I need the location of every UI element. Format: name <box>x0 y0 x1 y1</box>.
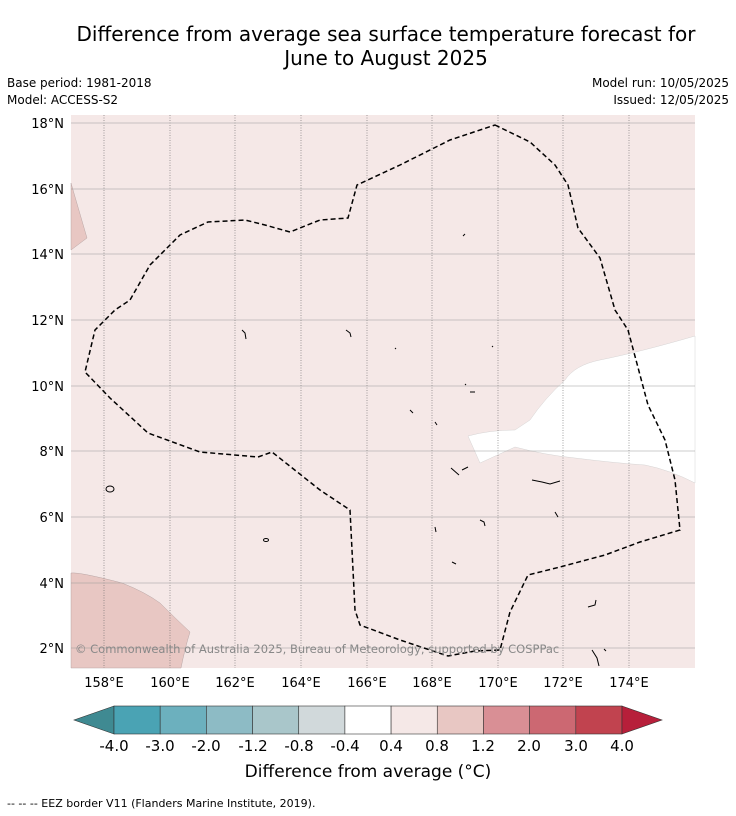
lon-label-158e: 158°E <box>84 676 124 691</box>
cbar-tick-2: -3.0 <box>145 737 174 755</box>
lon-label-160e: 160°E <box>150 676 190 691</box>
colorbar-segment <box>436 705 484 735</box>
lat-label-14n: 14°N <box>31 248 64 263</box>
colorbar-over-arrow <box>621 705 663 735</box>
cbar-tick-6: -0.4 <box>330 737 359 755</box>
lat-label-16n: 16°N <box>31 183 64 198</box>
model-run: Model run: 10/05/2025 <box>591 76 729 90</box>
colorbar-segment <box>390 705 438 735</box>
lon-label-164e: 164°E <box>281 676 321 691</box>
colorbar <box>73 705 663 735</box>
cbar-tick-11: 3.0 <box>564 737 588 755</box>
title-line-1: Difference from average sea surface temp… <box>76 22 696 46</box>
copyright-text: © Commonwealth of Australia 2025, Bureau… <box>75 642 559 656</box>
lat-label-2n: 2°N <box>40 642 65 657</box>
chart-title: Difference from average sea surface temp… <box>0 22 736 70</box>
colorbar-segment <box>529 705 577 735</box>
colorbar-under-arrow <box>73 705 115 735</box>
lat-label-10n: 10°N <box>31 380 64 395</box>
lon-label-174e: 174°E <box>609 676 649 691</box>
colorbar-segment <box>298 705 346 735</box>
neutral-patch <box>467 335 696 484</box>
cbar-tick-9: 1.2 <box>471 737 495 755</box>
colorbar-segment <box>113 705 161 735</box>
cbar-tick-10: 2.0 <box>517 737 541 755</box>
cbar-tick-4: -1.2 <box>238 737 267 755</box>
lon-label-162e: 162°E <box>215 676 255 691</box>
meta-left: Base period: 1981-2018 Model: ACCESS-S2 <box>7 75 152 109</box>
colorbar-segment <box>575 705 623 735</box>
lat-label-8n: 8°N <box>40 445 65 460</box>
lat-labels: 18°N 16°N 14°N 12°N 10°N 8°N 6°N 4°N 2°N <box>31 117 64 657</box>
lon-label-172e: 172°E <box>543 676 583 691</box>
cbar-tick-7: 0.4 <box>379 737 403 755</box>
issued-date: Issued: 12/05/2025 <box>613 93 729 107</box>
lon-label-170e: 170°E <box>478 676 518 691</box>
colorbar-segment <box>159 705 207 735</box>
footer-eez-note: -- -- -- EEZ border V11 (Flanders Marine… <box>7 797 316 810</box>
eez-border <box>84 124 681 657</box>
colorbar-segment <box>344 705 392 735</box>
cbar-tick-8: 0.8 <box>425 737 449 755</box>
base-period: Base period: 1981-2018 <box>7 76 152 90</box>
islands <box>105 233 607 667</box>
lat-label-6n: 6°N <box>40 511 65 526</box>
cbar-tick-5: -0.8 <box>284 737 313 755</box>
lat-label-18n: 18°N <box>31 117 64 132</box>
warm-patch-southwest <box>70 572 191 669</box>
lon-label-168e: 168°E <box>412 676 452 691</box>
meta-right: Model run: 10/05/2025 Issued: 12/05/2025 <box>592 75 729 109</box>
lat-label-12n: 12°N <box>31 314 64 329</box>
lon-label-166e: 166°E <box>347 676 387 691</box>
lat-label-4n: 4°N <box>40 577 65 592</box>
colorbar-label: Difference from average (°C) <box>244 762 492 782</box>
grid-lines <box>103 115 630 668</box>
warm-patch-northwest <box>70 182 88 251</box>
cbar-tick-3: -2.0 <box>191 737 220 755</box>
title-line-2: June to August 2025 <box>284 46 488 70</box>
colorbar-segment <box>252 705 300 735</box>
lat-grid-lines <box>71 122 695 649</box>
cbar-tick-12: 4.0 <box>610 737 634 755</box>
colorbar-segment <box>483 705 530 735</box>
cbar-tick-1: -4.0 <box>99 737 128 755</box>
lon-labels: 158°E 160°E 162°E 164°E 166°E 168°E 170°… <box>84 676 649 691</box>
colorbar-segment <box>206 705 253 735</box>
model-name: Model: ACCESS-S2 <box>7 93 119 107</box>
colorbar-tick-labels: -4.0 -3.0 -2.0 -1.2 -0.8 -0.4 0.4 0.8 1.… <box>99 737 634 755</box>
